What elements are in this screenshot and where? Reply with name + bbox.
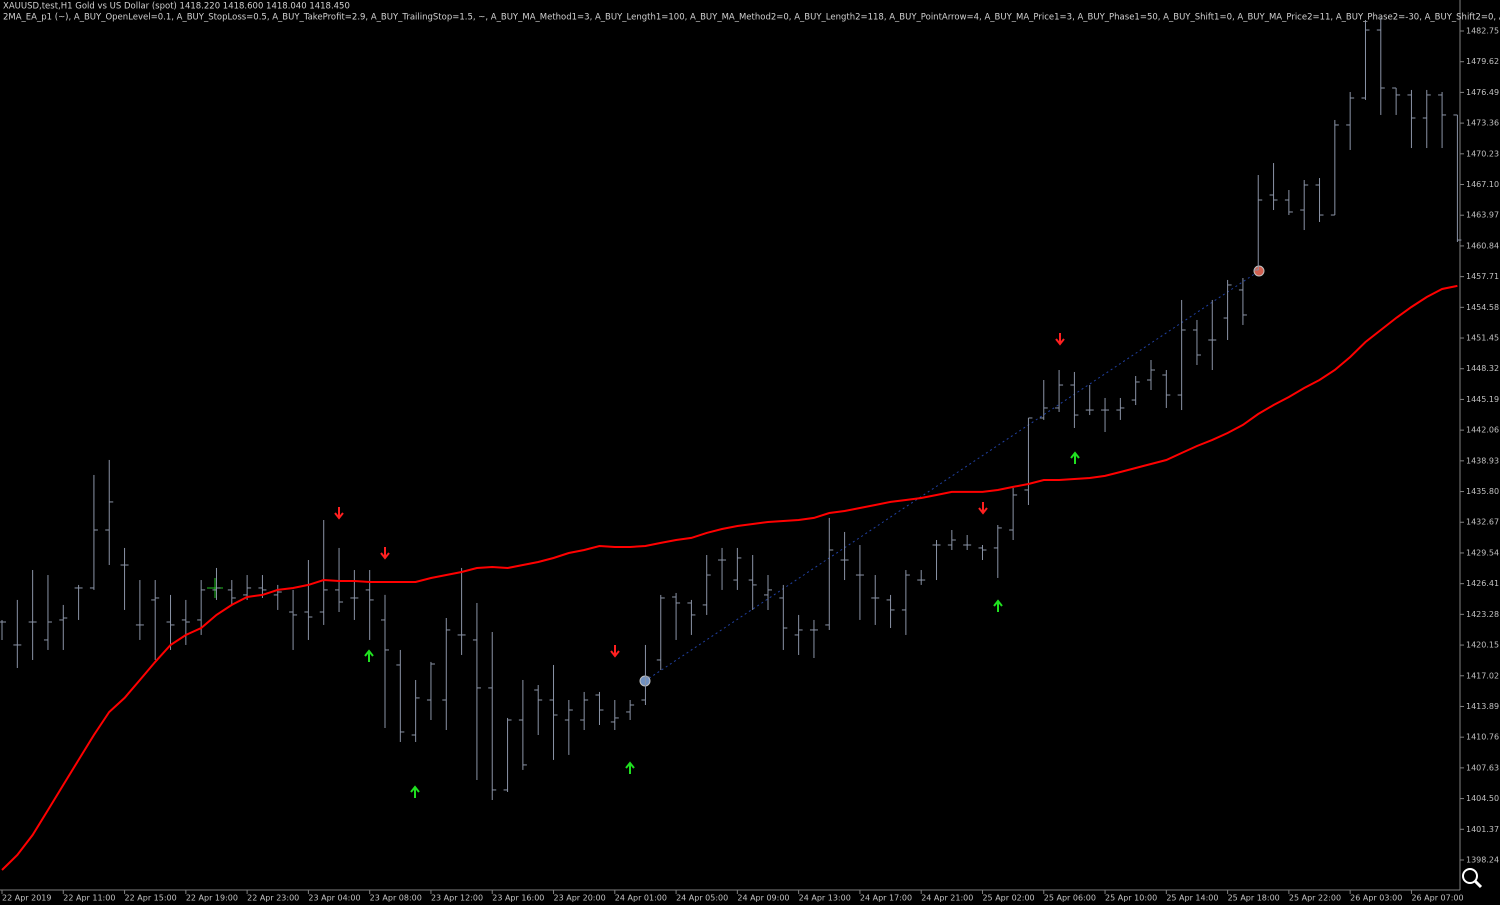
y-tick-label: 1413.89 xyxy=(1466,702,1499,711)
x-tick-label: 26 Apr 07:00 xyxy=(1411,894,1463,903)
x-tick-label: 24 Apr 09:00 xyxy=(737,894,789,903)
y-tick-label: 1473.36 xyxy=(1466,119,1499,128)
y-tick-label: 1479.62 xyxy=(1466,57,1499,66)
y-tick-label: 1426.41 xyxy=(1466,579,1499,588)
sell-arrow xyxy=(610,645,620,658)
sell-arrow xyxy=(380,547,390,560)
x-tick-label: 23 Apr 04:00 xyxy=(308,894,360,903)
x-tick-label: 22 Apr 11:00 xyxy=(63,894,115,903)
y-tick-label: 1463.97 xyxy=(1466,211,1499,220)
y-tick-label: 1445.19 xyxy=(1466,395,1499,404)
x-tick-label: 25 Apr 02:00 xyxy=(982,894,1034,903)
x-tick-label: 25 Apr 22:00 xyxy=(1289,894,1341,903)
indicator-params: 2MA_EA_p1 (~), A_BUY_OpenLevel=0.1, A_BU… xyxy=(3,13,1500,23)
trade-line xyxy=(644,270,1260,682)
y-tick-label: 1429.54 xyxy=(1466,548,1499,557)
y-tick-label: 1398.24 xyxy=(1466,855,1499,864)
x-tick-label: 22 Apr 19:00 xyxy=(186,894,238,903)
sell-arrow xyxy=(334,507,344,520)
x-tick-label: 23 Apr 16:00 xyxy=(492,894,544,903)
signal-arrows xyxy=(334,333,1080,798)
x-tick-label: 25 Apr 10:00 xyxy=(1105,894,1157,903)
chart-header: XAUUSD,test,H1 Gold vs US Dollar (spot) … xyxy=(3,2,350,12)
y-tick-label: 1467.10 xyxy=(1466,180,1499,189)
y-tick-label: 1442.06 xyxy=(1466,426,1499,435)
x-tick-label: 24 Apr 21:00 xyxy=(921,894,973,903)
x-tick-label: 25 Apr 18:00 xyxy=(1228,894,1280,903)
x-tick-label: 25 Apr 06:00 xyxy=(1044,894,1096,903)
x-tick-label: 24 Apr 17:00 xyxy=(860,894,912,903)
zoom-icon[interactable] xyxy=(1462,868,1478,884)
y-tick-label: 1410.76 xyxy=(1466,733,1499,742)
y-tick-label: 1417.02 xyxy=(1466,671,1499,680)
buy-arrow xyxy=(1070,451,1080,464)
x-tick-label: 24 Apr 05:00 xyxy=(676,894,728,903)
x-tick-label: 24 Apr 01:00 xyxy=(615,894,667,903)
moving-average xyxy=(1,284,1458,871)
sell-arrow xyxy=(1055,333,1065,346)
y-tick-label: 1438.93 xyxy=(1466,456,1499,465)
y-tick-label: 1482.75 xyxy=(1466,26,1499,35)
x-tick-label: 22 Apr 23:00 xyxy=(247,894,299,903)
y-tick-label: 1423.28 xyxy=(1466,610,1499,619)
y-tick-label: 1404.50 xyxy=(1466,794,1499,803)
x-tick-label: 22 Apr 15:00 xyxy=(125,894,177,903)
buy-arrow xyxy=(625,761,635,774)
x-tick-label: 24 Apr 13:00 xyxy=(799,894,851,903)
y-tick-label: 1401.37 xyxy=(1466,825,1499,834)
x-tick-label: 23 Apr 20:00 xyxy=(554,894,606,903)
y-tick-label: 1470.23 xyxy=(1466,149,1499,158)
y-tick-label: 1457.71 xyxy=(1466,272,1499,281)
y-tick-label: 1420.15 xyxy=(1466,641,1499,650)
y-tick-label: 1407.63 xyxy=(1466,763,1499,772)
buy-arrow xyxy=(410,785,420,798)
buy-arrow xyxy=(993,599,1003,612)
y-tick-label: 1476.49 xyxy=(1466,88,1499,97)
sell-arrow xyxy=(978,502,988,515)
x-tick-label: 25 Apr 14:00 xyxy=(1166,894,1218,903)
x-tick-label: 23 Apr 12:00 xyxy=(431,894,483,903)
y-tick-label: 1435.80 xyxy=(1466,487,1499,496)
buy-arrow xyxy=(364,649,374,662)
y-tick-label: 1451.45 xyxy=(1466,334,1499,343)
zoom-button[interactable] xyxy=(1462,868,1483,889)
x-tick-label: 23 Apr 08:00 xyxy=(370,894,422,903)
zoom-handle xyxy=(1473,879,1483,889)
trade-close xyxy=(1253,265,1265,277)
y-tick-label: 1432.67 xyxy=(1466,518,1499,527)
x-tick-label: 26 Apr 03:00 xyxy=(1350,894,1402,903)
y-tick-label: 1448.32 xyxy=(1466,364,1499,373)
y-tick-label: 1460.84 xyxy=(1466,241,1499,250)
y-tick-label: 1454.58 xyxy=(1466,303,1499,312)
x-tick-label: 22 Apr 2019 xyxy=(2,894,51,903)
